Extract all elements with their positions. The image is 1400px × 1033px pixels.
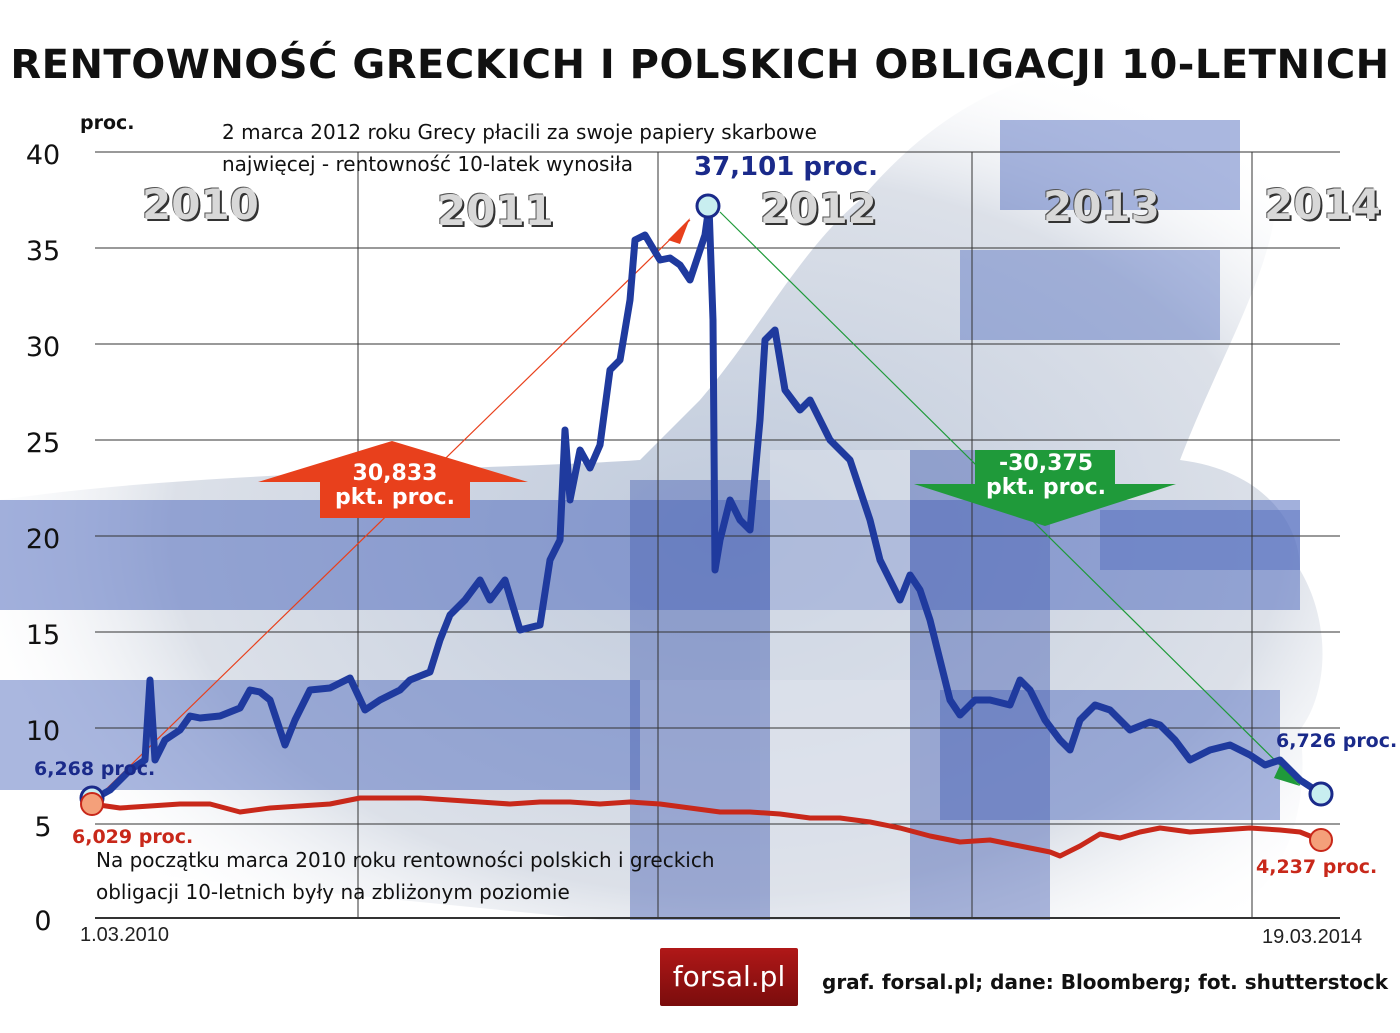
rise-arrow-label: 30,833 pkt. proc. — [322, 462, 468, 510]
gridlines — [95, 151, 1340, 919]
peak-annotation: 2 marca 2012 roku Grecy płacili za swoje… — [222, 116, 817, 180]
y-tick-40: 40 — [25, 140, 61, 171]
y-tick-30: 30 — [25, 332, 61, 363]
y-tick-5: 5 — [34, 812, 52, 843]
fall-unit: pkt. proc. — [985, 475, 1107, 500]
y-tick-35: 35 — [25, 236, 61, 267]
poland-start-marker — [80, 792, 104, 816]
poland-end-label: 4,237 proc. — [1256, 856, 1378, 878]
year-label-2010: 2010 — [142, 180, 259, 229]
up-arrow-shape — [258, 441, 528, 518]
y-tick-20: 20 — [25, 524, 61, 555]
x-start-date: 1.03.2010 — [80, 924, 169, 946]
greece-peak-marker — [695, 193, 721, 219]
rise-unit: pkt. proc. — [334, 485, 456, 510]
rise-value: 30,833 — [352, 461, 438, 486]
y-tick-10: 10 — [25, 716, 61, 747]
source-credit: graf. forsal.pl; dane: Bloomberg; fot. s… — [822, 970, 1389, 994]
poland-end-marker — [1309, 828, 1333, 852]
y-tick-15: 15 — [25, 620, 61, 651]
greece-start-label: 6,268 proc. — [34, 758, 156, 780]
peak-annotation-line2: najwięcej - rentowność 10-latek wynosiła — [222, 152, 633, 176]
greece-end-label: 6,726 proc. — [1276, 730, 1398, 752]
peak-annotation-line1: 2 marca 2012 roku Grecy płacili za swoje… — [222, 120, 817, 144]
greece-peak-label: 37,101 proc. — [694, 152, 878, 182]
down-arrow-shape — [914, 450, 1176, 526]
start-annotation-line1: Na początku marca 2010 roku rentowności … — [96, 848, 715, 872]
fall-arrow-label: -30,375 pkt. proc. — [976, 452, 1116, 500]
year-label-2012: 2012 — [760, 184, 877, 233]
y-axis-unit: proc. — [80, 112, 135, 134]
forsal-logo: forsal.pl — [660, 948, 798, 1006]
start-annotation: Na początku marca 2010 roku rentowności … — [96, 844, 715, 908]
y-tick-0: 0 — [34, 906, 52, 937]
year-label-2013: 2013 — [1043, 182, 1160, 231]
x-end-date: 19.03.2014 — [1262, 926, 1363, 948]
greece-end-marker — [1308, 781, 1334, 807]
chart-title: RENTOWNOŚĆ GRECKICH I POLSKICH OBLIGACJI… — [10, 42, 1390, 88]
fall-value: -30,375 — [998, 451, 1094, 476]
poland-start-label: 6,029 proc. — [72, 826, 194, 848]
year-label-2011: 2011 — [437, 186, 554, 235]
greece-series-line — [90, 202, 1322, 804]
poland-series-line — [91, 795, 1321, 859]
y-tick-25: 25 — [25, 428, 61, 459]
year-label-2014: 2014 — [1264, 180, 1381, 229]
start-annotation-line2: obligacji 10-letnich były na zbliżonym p… — [96, 880, 570, 904]
